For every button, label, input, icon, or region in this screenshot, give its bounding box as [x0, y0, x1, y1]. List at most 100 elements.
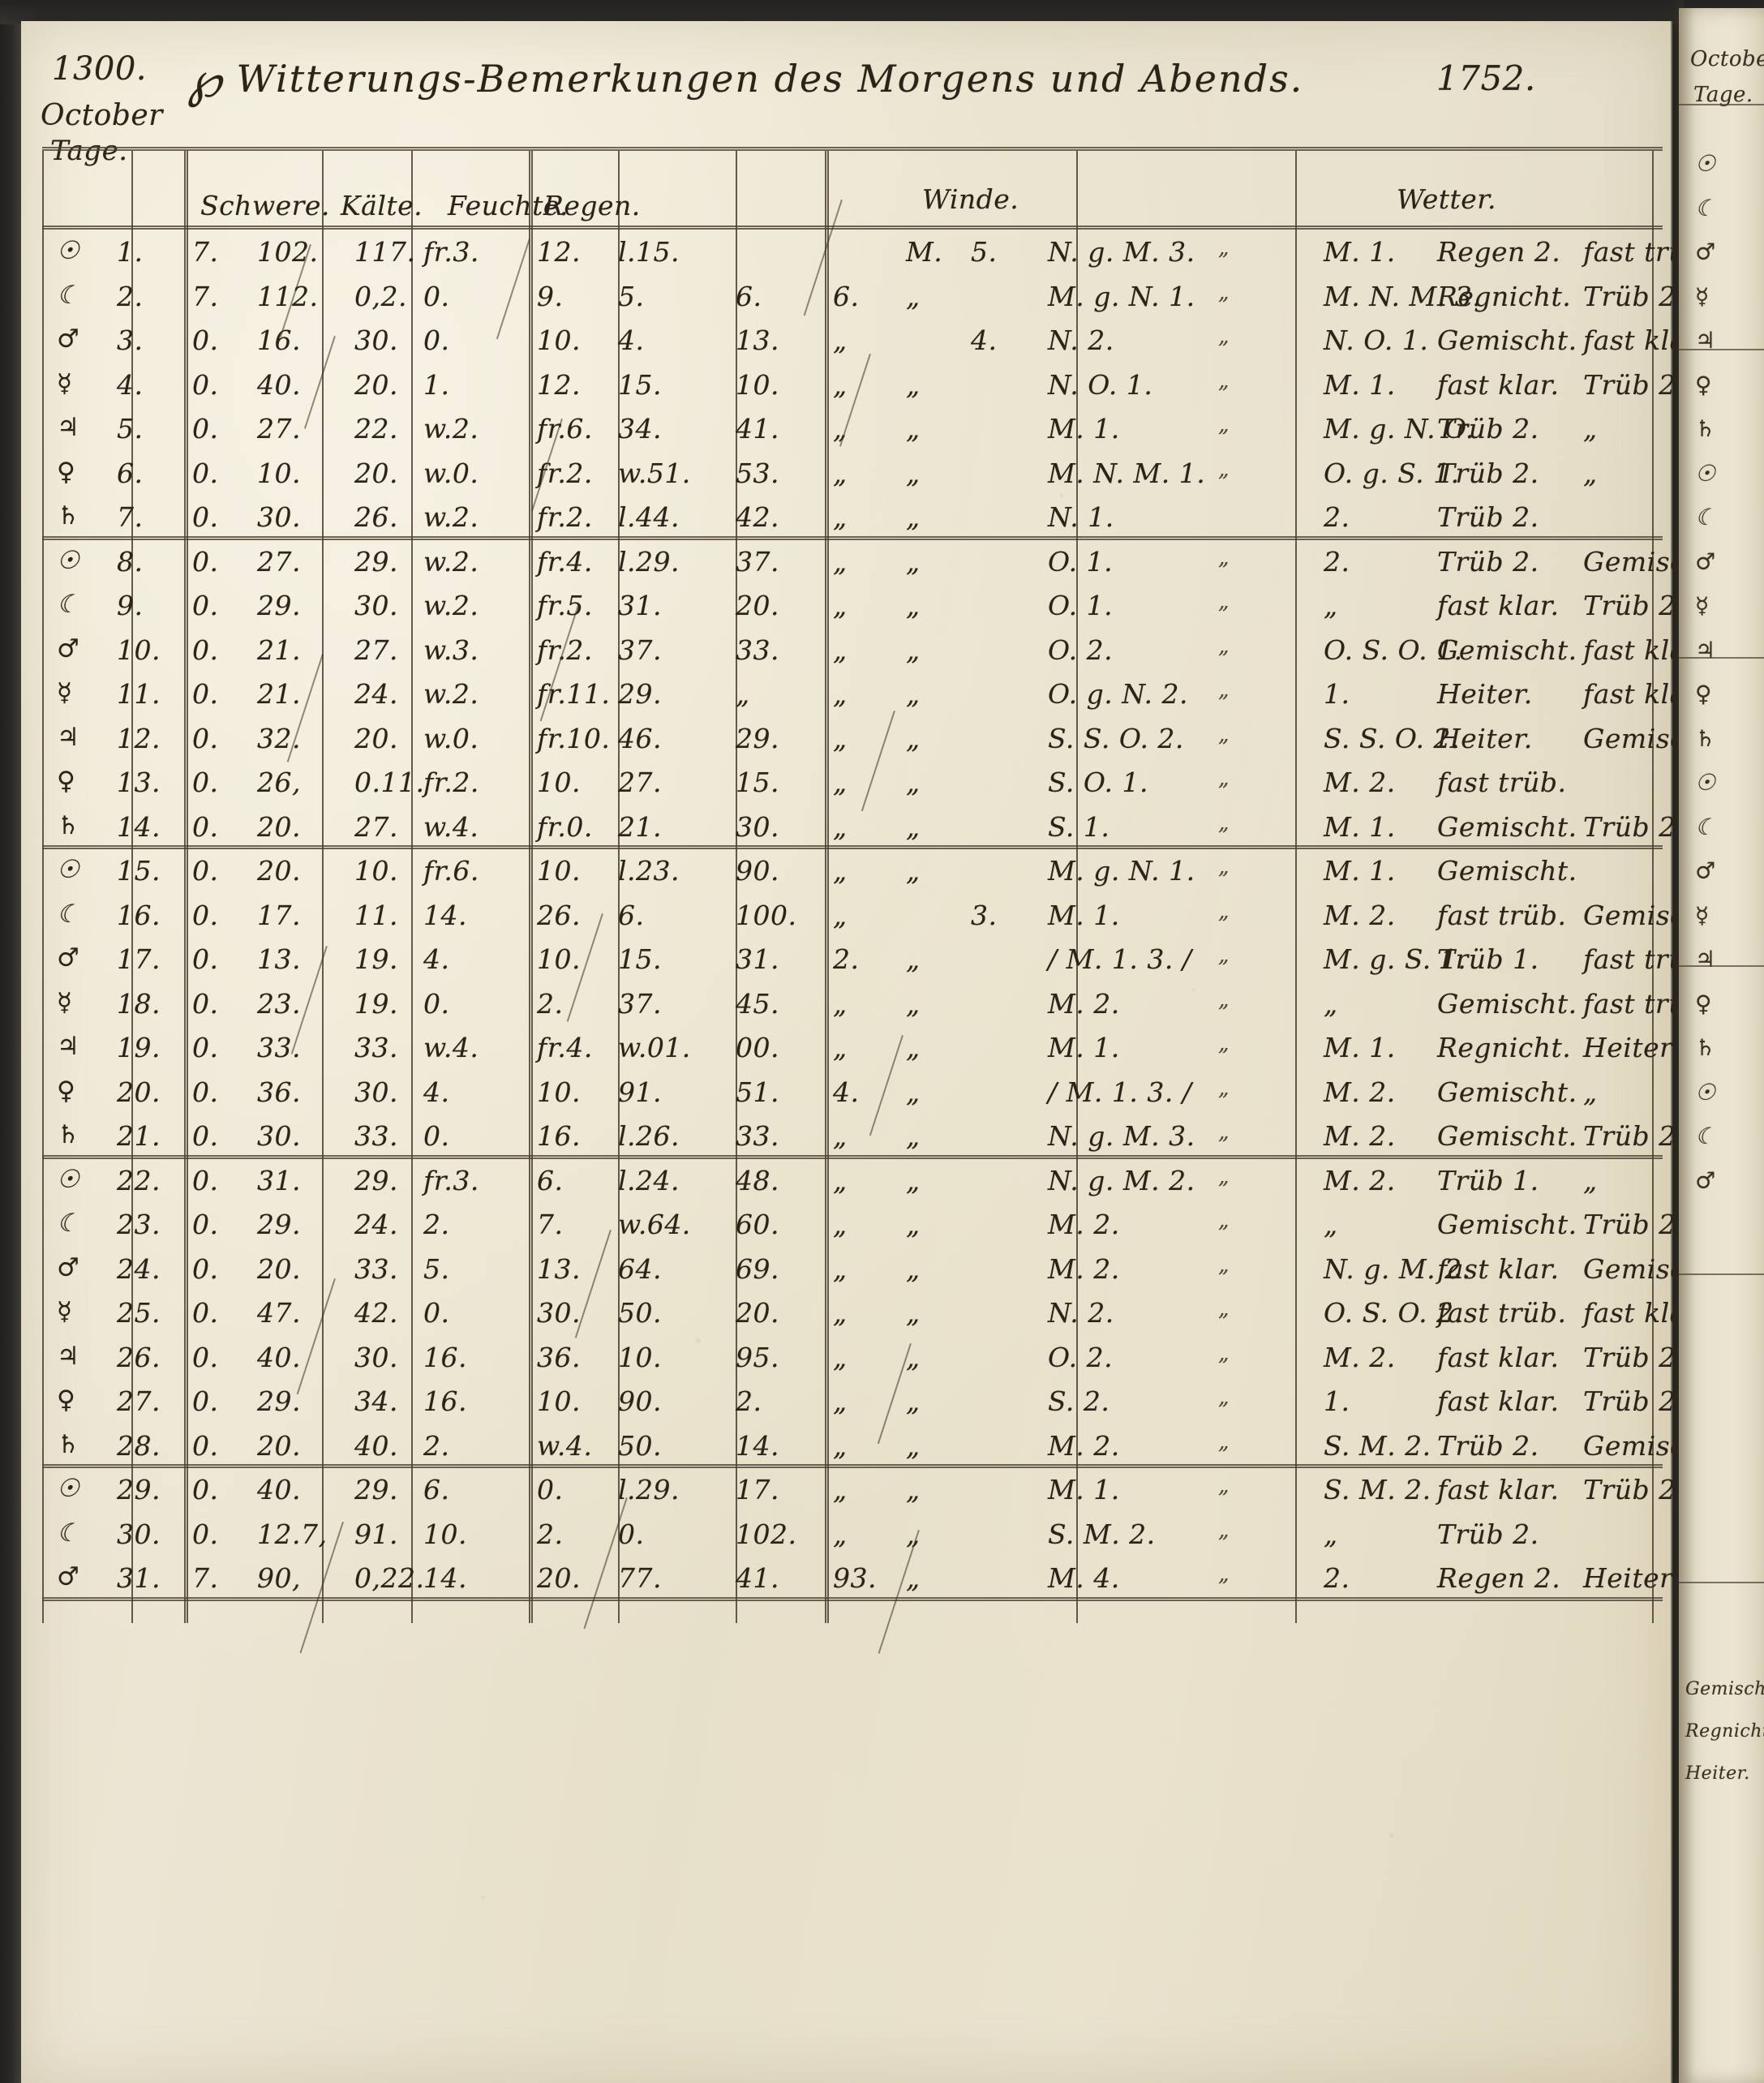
cell-winde-morning: N. g. M. 3. — [1048, 236, 1195, 268]
row-day-number: 28. — [117, 1429, 161, 1462]
row-day-symbol: ♂ — [57, 324, 80, 354]
cell-kaelte-a: w.0. — [423, 457, 479, 489]
table-column-rule — [1652, 151, 1654, 1623]
row-day-symbol: ♄ — [57, 1120, 80, 1149]
cell-kaelte-b: fr.4. — [537, 545, 593, 578]
cell-feuchte-b: 102. — [736, 1518, 797, 1550]
table-column-rule — [322, 151, 324, 1623]
cell-kaelte-b: 0. — [537, 1474, 564, 1505]
cell-winde-ditto: „ — [1218, 899, 1230, 924]
cell-feuchte-a: l.15. — [618, 236, 680, 268]
row-day-number: 30. — [117, 1518, 161, 1550]
cell-kaelte-b: fr.2. — [537, 501, 593, 533]
cell-regen-a: „ — [833, 855, 848, 887]
row-day-symbol: ☉ — [57, 545, 80, 575]
row-day-symbol: ♂ — [57, 1562, 80, 1591]
month-label: October — [41, 99, 163, 132]
cell-feuchte-b: 17. — [736, 1474, 779, 1505]
table-row-rule — [42, 845, 1663, 849]
cell-schwere-a: 0. — [192, 413, 219, 445]
cell-wetter-evening: „ — [1583, 413, 1598, 445]
cell-winde-ditto: „ — [1218, 678, 1230, 702]
cell-winde-ditto: „ — [1218, 1076, 1230, 1101]
row-day-number: 15. — [117, 855, 161, 887]
cell-schwere-a: 0. — [192, 722, 219, 754]
table-column-rule — [618, 151, 620, 1623]
cell-winde-morning: M. g. N. 1. — [1048, 855, 1195, 887]
cell-regen-b: „ — [906, 457, 921, 489]
cell-kaelte-a: 0. — [423, 987, 450, 1020]
cell-winde-morning: N. g. M. 2. — [1048, 1164, 1195, 1196]
cell-feuchte-a: 27. — [618, 767, 662, 798]
right-leaf-day-symbol: ☿ — [1695, 282, 1710, 310]
row-day-number: 25. — [117, 1297, 161, 1329]
cell-schwere-c: 20. — [354, 457, 398, 489]
column-header-feuchte: Feuchte. — [448, 190, 569, 221]
cell-winde-ditto: „ — [1218, 457, 1230, 482]
right-leaf-rule — [1679, 104, 1764, 105]
cell-feuchte-a: 4. — [618, 324, 645, 356]
row-day-symbol: ♄ — [57, 501, 80, 530]
cell-winde-evening: M. 2. — [1324, 1076, 1396, 1108]
right-leaf-rule — [1679, 965, 1764, 967]
cell-regen-b: „ — [906, 633, 921, 666]
table-column-rule — [529, 151, 533, 1623]
cell-winde-morning: / M. 1. 3. / — [1048, 1076, 1192, 1108]
cell-winde-ditto: „ — [1218, 280, 1230, 305]
cell-schwere-a: 0. — [192, 1385, 219, 1417]
right-leaf-day-symbol: ♀ — [1695, 681, 1712, 707]
cell-winde-morning: S. S. O. 2. — [1048, 722, 1184, 754]
cell-winde-morning: N. 1. — [1048, 501, 1114, 533]
table-row-rule — [42, 1464, 1663, 1468]
cell-feuchte-b: 41. — [736, 413, 779, 445]
row-day-number: 31. — [117, 1562, 161, 1594]
cell-schwere-c: 33. — [354, 1252, 398, 1285]
column-header-wetter: Wetter. — [1397, 183, 1496, 215]
cell-wetter-evening: Trüb 2. — [1583, 1341, 1685, 1373]
right-leaf-day-symbol: ☉ — [1695, 769, 1716, 796]
cell-schwere-a: 0. — [192, 501, 219, 533]
right-leaf-day-symbol: ☉ — [1695, 459, 1716, 487]
cell-feuchte-a: 10. — [618, 1341, 662, 1373]
cell-winde-ditto: „ — [1218, 767, 1230, 791]
cell-wetter-morning: fast klar. — [1437, 368, 1560, 401]
cell-schwere-c: 26. — [354, 501, 398, 533]
cell-schwere-c: 42. — [354, 1297, 398, 1329]
cell-schwere-c: 20. — [354, 368, 398, 401]
cell-feuchte-b: 2. — [736, 1385, 762, 1417]
row-day-symbol: ♀ — [57, 767, 76, 796]
observation-table: Schwere. Kälte. Feuchte. Regen. Winde. Wetter… — [42, 147, 1723, 1654]
cell-schwere-a: 0. — [192, 1518, 219, 1550]
cell-wetter-morning: Trüb 2. — [1437, 1518, 1539, 1550]
cell-winde-morning: M. 2. — [1048, 987, 1120, 1020]
cell-feuchte-b: 69. — [736, 1252, 779, 1285]
cell-schwere-b: 112. — [257, 280, 319, 312]
cell-schwere-b: 40. — [257, 1341, 301, 1373]
cell-winde-morning: S. 2. — [1048, 1385, 1110, 1417]
cell-wetter-evening: Trüb 2. — [1583, 590, 1685, 621]
right-leaf-footer-text: Gemischt. — [1685, 1679, 1764, 1699]
cell-regen-a: „ — [833, 678, 848, 710]
cell-winde-morning: O. 2. — [1048, 633, 1114, 666]
cell-schwere-c: 30. — [354, 324, 398, 356]
cell-wetter-morning: Trüb 2. — [1437, 1429, 1539, 1462]
cell-regen-a: „ — [833, 1120, 848, 1152]
table-column-rule — [1076, 151, 1078, 1623]
cell-kaelte-a: w.2. — [423, 678, 479, 710]
row-day-number: 17. — [117, 943, 161, 975]
row-day-number: 16. — [117, 899, 161, 931]
cell-winde-morning: N. 2. — [1048, 1297, 1114, 1329]
cell-winde-evening: 2. — [1324, 501, 1350, 533]
cell-regen-b: „ — [906, 1209, 921, 1240]
cell-wetter-morning: fast klar. — [1437, 1252, 1560, 1285]
right-leaf-footer-text: Regnicht. — [1685, 1721, 1764, 1742]
table-column-rule — [184, 151, 188, 1623]
cell-regen-b: „ — [906, 1076, 921, 1108]
cell-wetter-morning: Regnicht. — [1437, 280, 1572, 312]
cell-feuchte-a: 0. — [618, 1518, 645, 1550]
cell-feuchte-b: 33. — [736, 633, 779, 666]
cell-feuchte-b: 45. — [736, 987, 779, 1020]
cell-kaelte-b: 10. — [537, 767, 581, 798]
cell-feuchte-b: 90. — [736, 855, 779, 887]
cell-wetter-morning: Trüb 2. — [1437, 457, 1539, 489]
